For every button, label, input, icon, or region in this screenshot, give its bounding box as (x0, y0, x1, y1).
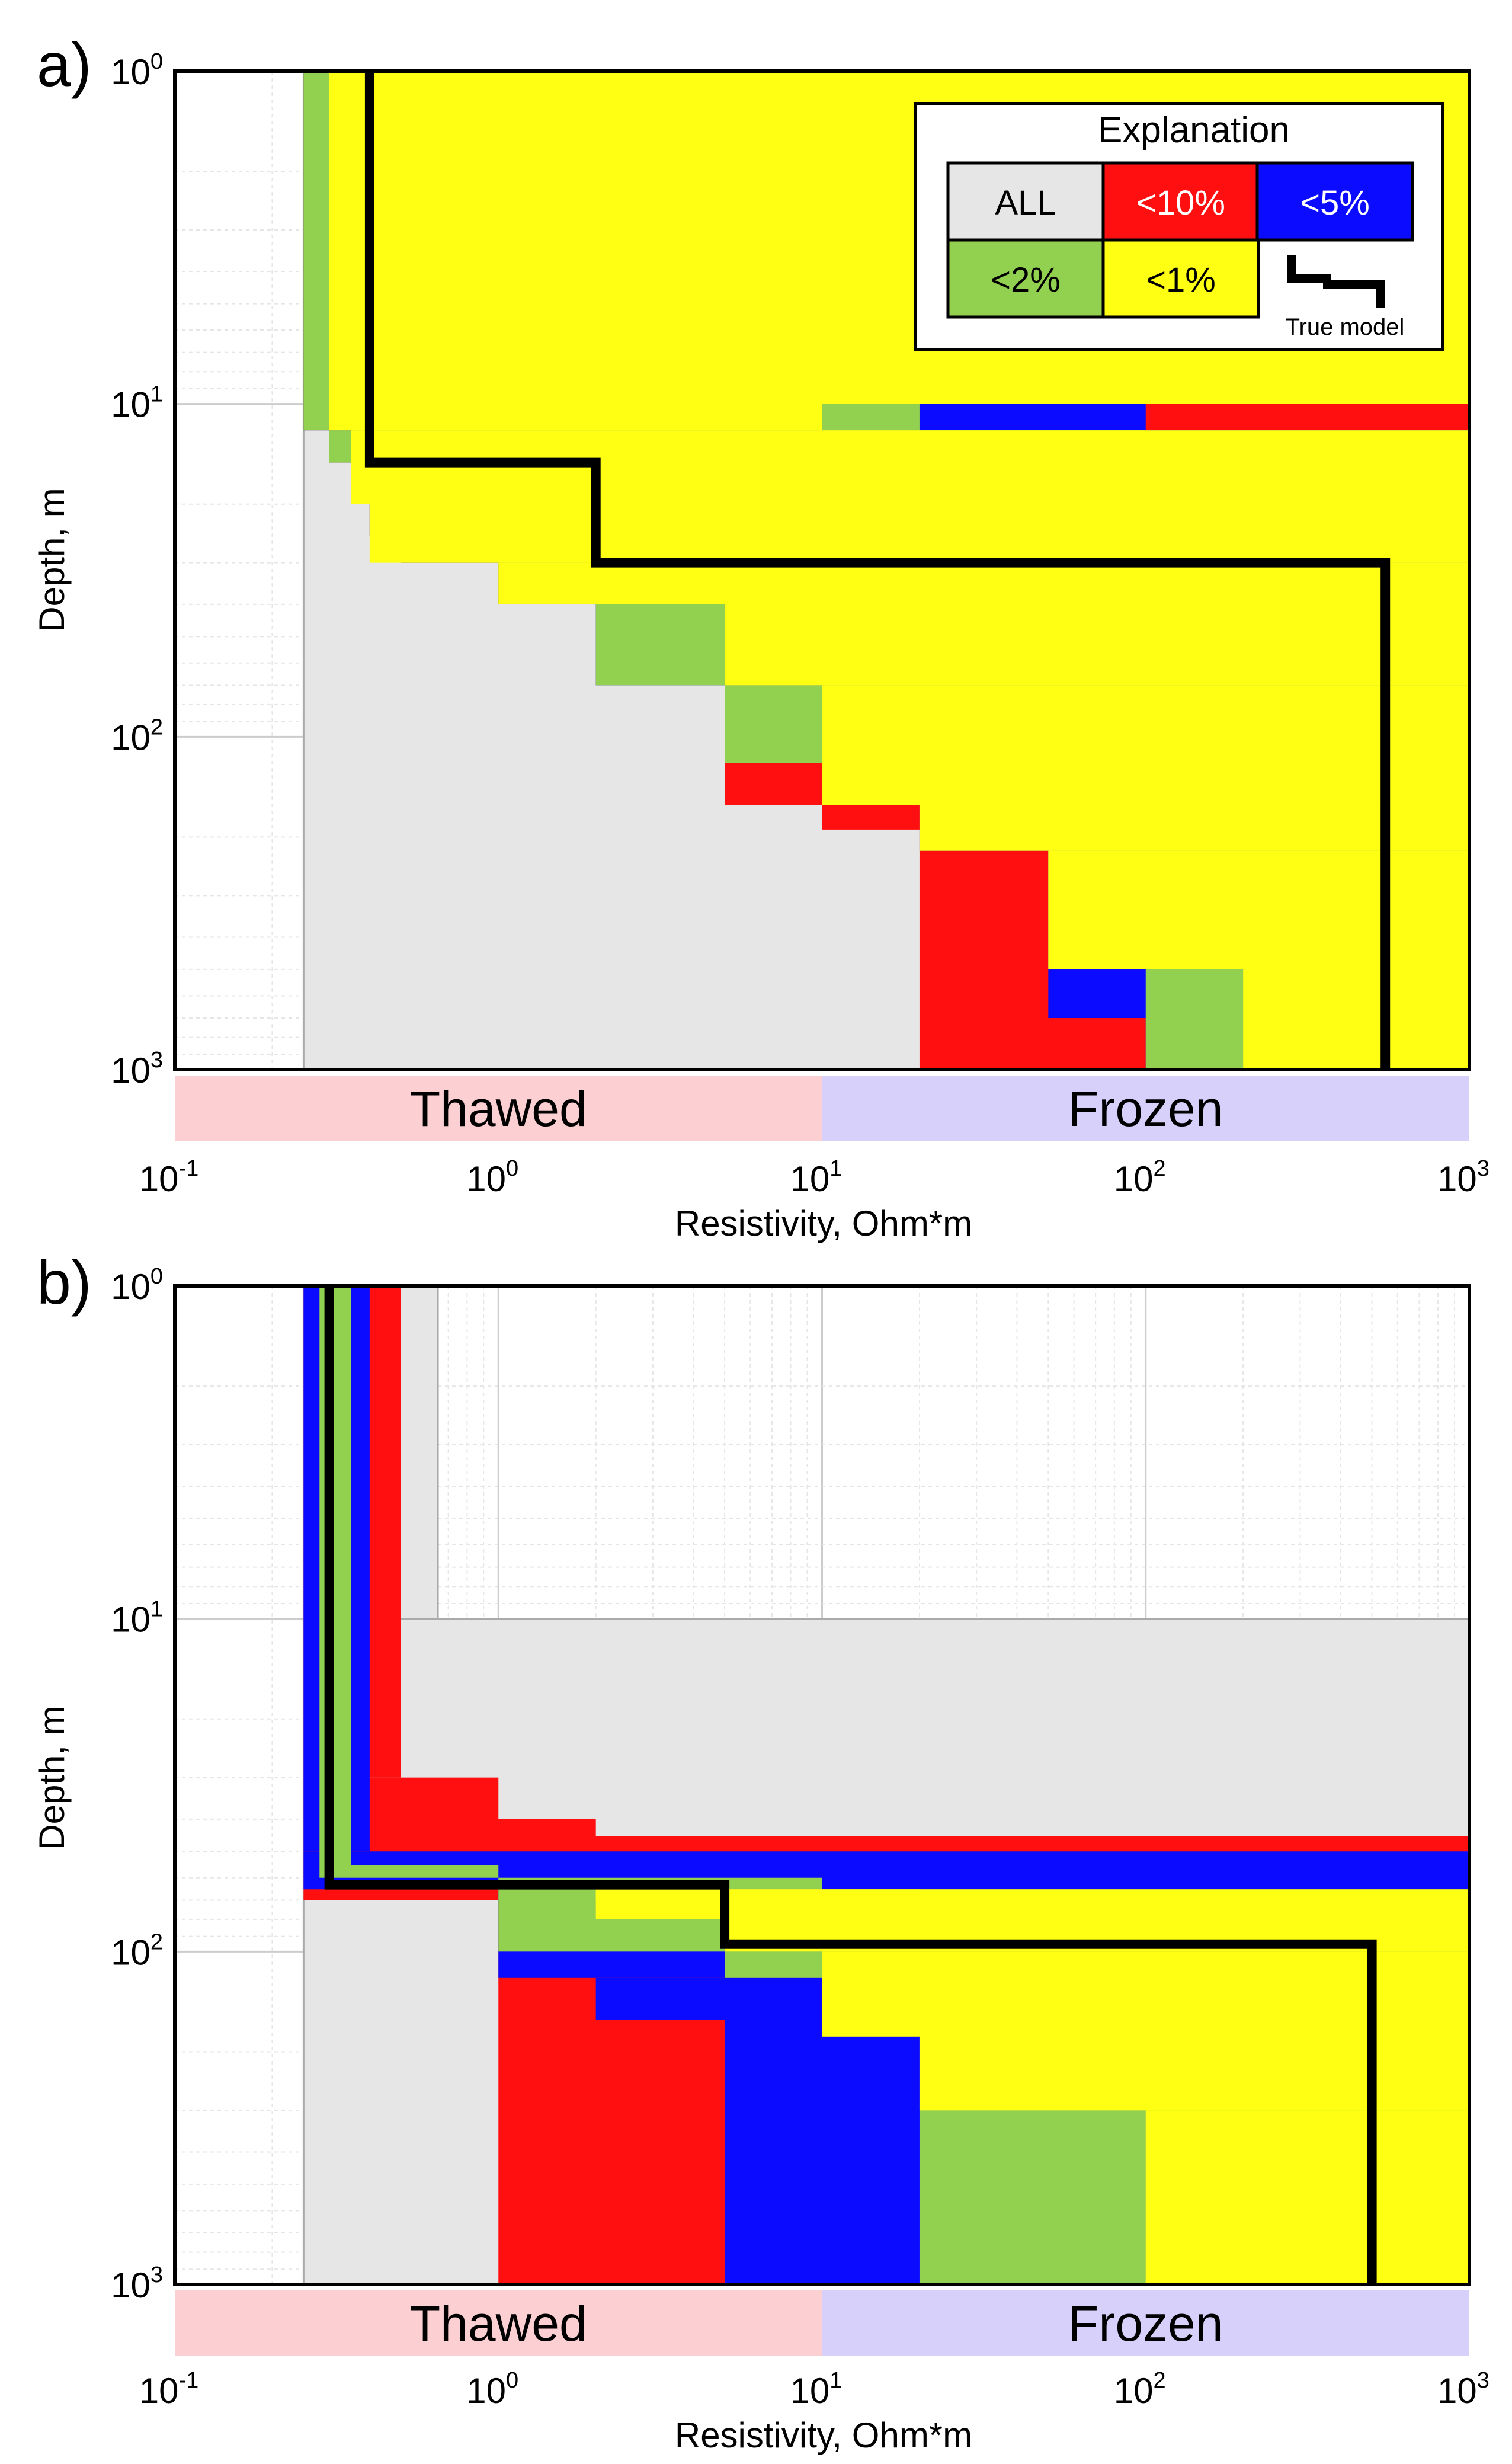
y-tick-label: 100 (111, 49, 163, 92)
legend-true-model-label: True model (1286, 314, 1405, 340)
panel-b-letter: b) (37, 1249, 91, 1317)
panel-a-true-model-line (364, 71, 1391, 1070)
y-tick-label: 100 (111, 1264, 163, 1307)
band-frozen (822, 2290, 1469, 2356)
panel-a-letter: a) (37, 31, 91, 100)
legend-swatch-ALL (946, 161, 1105, 242)
x-tick-label: 103 (1437, 1156, 1489, 1199)
envelope-lt-1pct-rect (919, 804, 1469, 851)
envelope-lt-1pct-rect (329, 404, 822, 431)
legend-label: <5% (1300, 184, 1370, 222)
y-tick-label: 101 (111, 382, 163, 425)
x-tick-label: 100 (466, 2368, 518, 2411)
panel-a-xlabel: Resistivity, Ohm*m (675, 1204, 972, 1243)
x-tick-label: 101 (790, 2368, 843, 2411)
envelope-lt-1pct-rect (725, 604, 1469, 686)
panel-b-true-model-line (324, 1286, 1377, 2284)
panel-b-plot-frame (173, 1284, 1471, 2286)
panel-a-y-ticks: 100 101 102 103 (111, 49, 163, 1090)
x-tick-label: 10-1 (139, 2368, 199, 2411)
envelope-lt-1pct-rect (498, 562, 1469, 604)
envelope-lt-1pct-rect (822, 685, 1469, 805)
panel-a-x-ticks: 10-1 100 101 102 103 (139, 1156, 1489, 1199)
envelope-lt-1pct-rect (919, 1977, 1469, 2111)
legend-label: <1% (1146, 261, 1216, 299)
panel-a-ylabel: Depth, m (32, 488, 72, 632)
envelope-lt-1pct-rect (369, 504, 1469, 563)
envelope-lt-1pct-rect (1048, 850, 1469, 969)
envelope-lt-1pct-rect (1145, 2110, 1469, 2284)
y-tick-label: 103 (111, 2263, 163, 2305)
legend-title: Explanation (1098, 110, 1290, 151)
x-tick-label: 102 (1114, 1156, 1166, 1199)
envelope-lt-1pct-rect (595, 1889, 920, 1900)
panel-b: b) Thawed Frozen 10-1 100 101 102 103 1001011… (32, 1249, 1489, 2455)
panel-b-ylabel: Depth, m (32, 1705, 72, 1849)
envelope-lt-2pct-rect (319, 1865, 499, 1878)
band-thawed (175, 2290, 822, 2356)
y-tick-label: 102 (111, 715, 163, 757)
legend-label: ALL (995, 184, 1056, 222)
band-label-frozen: Frozen (1068, 2296, 1223, 2351)
x-tick-label: 100 (466, 1156, 518, 1199)
band-label-thawed: Thawed (410, 1081, 587, 1137)
band-label-thawed: Thawed (410, 2296, 587, 2351)
panel-b-y-ticks: 100 101 102 103 (111, 1264, 163, 2305)
legend-swatch-lt-1pct (1101, 238, 1260, 319)
envelope-lt-2pct-rect (319, 1286, 351, 1865)
panel-b-bands: Thawed Frozen (175, 2290, 1469, 2356)
panel-a-bands: Thawed Frozen (175, 1076, 1469, 1141)
legend-swatch-lt-10pct (1101, 161, 1260, 242)
panel-a-plot-frame (173, 69, 1471, 1071)
legend-swatch-lt-5pct (1255, 161, 1414, 242)
panel-b-xlabel: Resistivity, Ohm*m (675, 2415, 972, 2455)
y-tick-label: 102 (111, 1929, 163, 1972)
panel-b-x-ticks: 10-1 100 101 102 103 (139, 2368, 1489, 2411)
envelope-lt-1pct-rect (1243, 969, 1469, 1070)
band-frozen (822, 1076, 1469, 1141)
band-thawed (175, 1076, 822, 1141)
band-label-frozen: Frozen (1068, 1081, 1223, 1137)
legend-cells: ALL <10% <5% <2% <1% (946, 161, 1414, 319)
x-tick-label: 10-1 (139, 1156, 199, 1199)
legend-true-model-swatch (1287, 255, 1385, 308)
x-tick-label: 102 (1114, 2368, 1166, 2411)
panel-b-envelopes (302, 1285, 1471, 2286)
y-tick-label: 101 (111, 1597, 163, 1640)
x-tick-label: 103 (1437, 2368, 1489, 2411)
legend: Explanation ALL <10% <5% <2% <1% True model (914, 102, 1444, 351)
legend-label: <10% (1136, 184, 1225, 222)
legend-swatch-lt-2pct (946, 238, 1105, 319)
legend-label: <2% (991, 261, 1061, 299)
x-tick-label: 101 (790, 1156, 843, 1199)
panel-a: a) Thawed Frozen 10-1 100 101 102 103 1001011… (32, 31, 1489, 1243)
y-tick-label: 103 (111, 1048, 163, 1090)
